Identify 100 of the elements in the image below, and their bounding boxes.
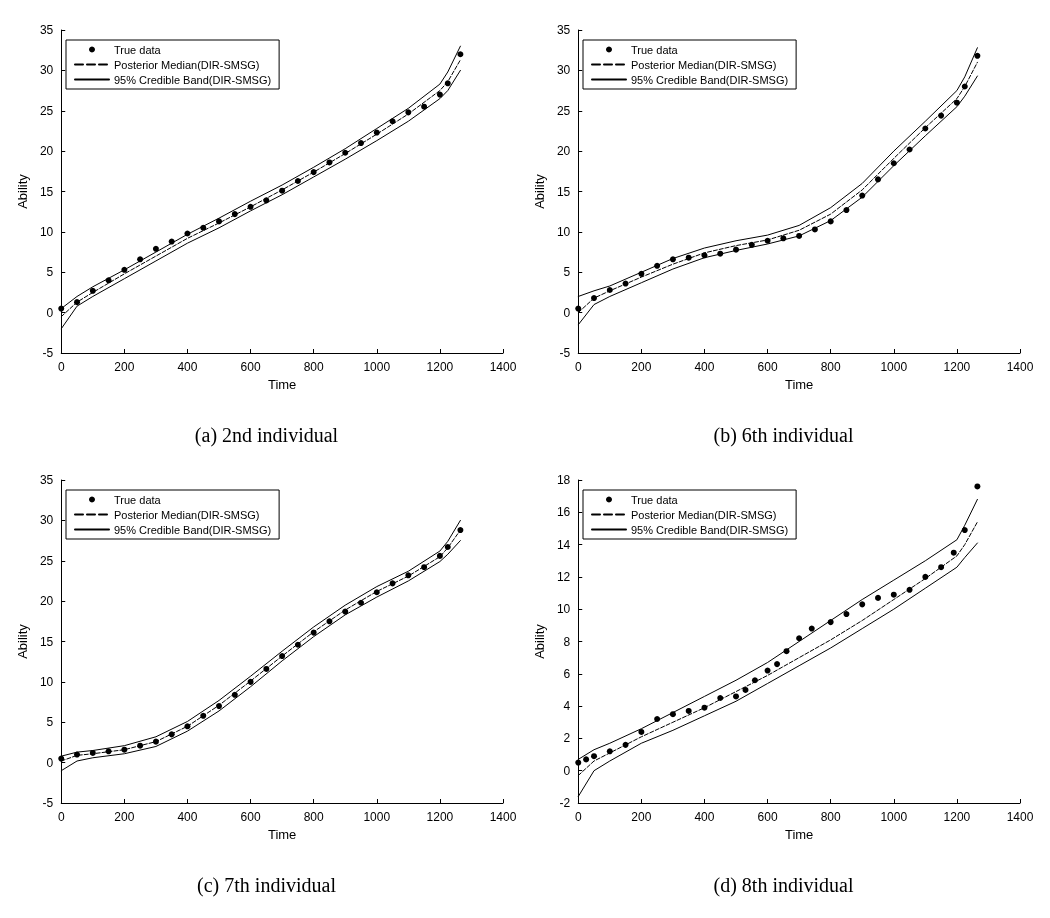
legend-label: 95% Credible Band(DIR-SMSG) [114,523,272,536]
point [669,711,676,718]
y-tick-label: 20 [39,144,54,159]
point [669,256,676,263]
y-tick-label: 0 [563,763,571,778]
point [701,252,708,259]
y-tick-label: 16 [556,505,571,520]
point [342,149,349,156]
point [685,254,692,261]
x-tick-label: 1200 [943,360,971,374]
point [843,207,850,214]
point [247,203,254,210]
y-tick-label: 25 [556,103,571,118]
y-tick-label: 20 [39,594,54,609]
point [231,211,238,218]
point [733,693,740,700]
point [654,262,661,269]
point [922,125,929,132]
legend-label: Posterior Median(DIR-SMSG) [631,58,777,71]
point [231,691,238,698]
point [875,176,882,183]
point [796,635,803,642]
point [216,703,223,710]
y-tick-label: 8 [563,634,571,649]
point [764,667,771,674]
legend-label: Posterior Median(DIR-SMSG) [114,508,260,521]
y-tick-label: 15 [556,184,571,199]
point [405,109,412,116]
y-tick-label: 5 [563,265,571,280]
y-tick-label: 30 [39,63,54,78]
point [808,625,815,632]
x-tick-label: 0 [574,810,582,824]
point [200,224,207,231]
point [121,266,128,273]
point [974,52,981,59]
y-tick-label: 5 [46,715,54,730]
point [764,237,771,244]
legend-label: Posterior Median(DIR-SMSG) [114,58,260,71]
point [890,160,897,167]
point [152,245,159,252]
y-axis-title: Ability [532,623,547,659]
point [168,238,175,245]
y-axis-title: Ability [532,173,547,209]
y-tick-label: 10 [39,674,54,689]
point [733,246,740,253]
point [622,741,629,748]
x-tick-label: 1400 [1006,360,1034,374]
x-tick-label: 200 [114,810,135,824]
x-axis-title: Time [267,377,297,392]
text: (d) 8th individual [713,874,854,897]
point [950,549,957,556]
point [389,580,396,587]
y-tick-label: 30 [556,63,571,78]
point [953,99,960,106]
x-tick-label: 200 [114,360,135,374]
point [389,118,396,125]
point [444,544,451,551]
y-tick-label: 25 [39,103,54,118]
point [373,589,380,596]
x-tick-label: 200 [631,360,652,374]
legend-label: 95% Credible Band(DIR-SMSG) [631,73,789,86]
point [575,759,582,766]
x-tick-label: 1000 [363,360,391,374]
point [279,653,286,660]
point [137,256,144,263]
point [152,738,159,745]
x-tick-label: 0 [57,360,65,374]
legend-label: 95% Credible Band(DIR-SMSG) [631,523,789,536]
point [310,169,317,176]
y-tick-label: 2 [563,731,571,746]
point [774,661,781,668]
y-tick-label: 15 [39,184,54,199]
y-tick-label: 18 [556,473,571,487]
point [875,594,882,601]
point [890,591,897,598]
point [638,270,645,277]
y-tick-label: 6 [563,666,571,681]
x-tick-label: 600 [757,360,778,374]
y-tick-label: 35 [556,23,571,37]
text: (c) 7th individual [197,874,337,897]
point [294,641,301,648]
x-tick-label: 1200 [426,810,454,824]
point [575,305,582,312]
point [906,586,913,593]
point [654,716,661,723]
point [938,564,945,571]
point [263,197,270,204]
x-tick-label: 1200 [943,810,971,824]
point [137,742,144,749]
point [89,749,96,756]
point [263,665,270,672]
point [938,112,945,119]
point [168,731,175,738]
point [200,712,207,719]
y-tick-label: -5 [42,346,54,360]
text: (a) 2nd individual [194,424,339,447]
point [58,755,65,762]
x-tick-label: 400 [694,360,715,374]
x-tick-label: 1000 [880,810,908,824]
point [457,51,464,58]
